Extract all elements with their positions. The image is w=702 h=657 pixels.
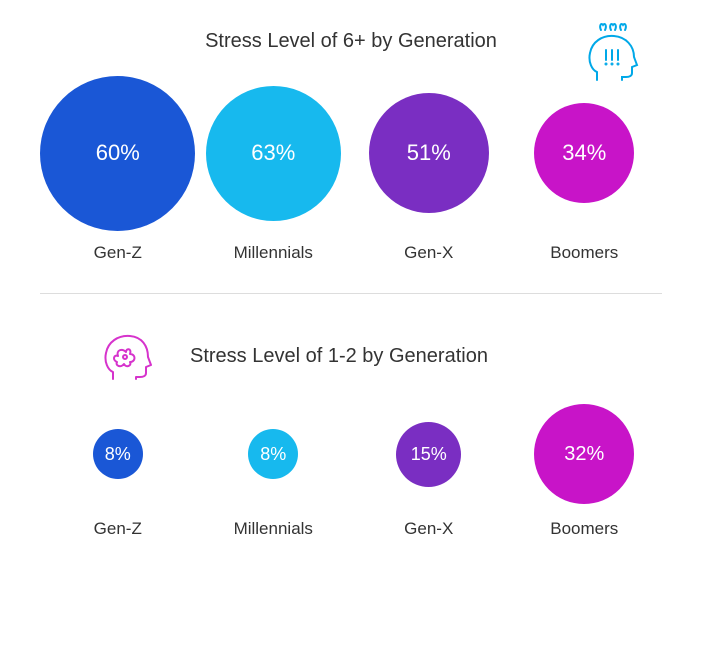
- section2-header: Stress Level of 1-2 by Generation: [40, 324, 662, 389]
- bubble-wrap: 63%: [206, 73, 341, 233]
- bubble-wrap: 34%: [534, 73, 634, 233]
- divider: [40, 293, 662, 294]
- bubble: 8%: [93, 429, 143, 479]
- section1-bubbles-row: 60% Gen-Z 63% Millennials 51% Gen-X 34% Boomers: [40, 73, 662, 263]
- bubble-label: Millennials: [234, 519, 313, 539]
- bubble-group: 60% Gen-Z: [43, 73, 193, 263]
- section2-title: Stress Level of 1-2 by Generation: [190, 345, 488, 368]
- calm-head-icon: [100, 324, 155, 389]
- bubble-label: Gen-Z: [94, 243, 142, 263]
- bubble-wrap: 32%: [534, 399, 634, 509]
- bubble-group: 15% Gen-X: [354, 399, 504, 539]
- bubble-group: 8% Gen-Z: [43, 399, 193, 539]
- bubble: 60%: [40, 76, 195, 231]
- bubble-wrap: 8%: [248, 399, 298, 509]
- bubble-group: 63% Millennials: [198, 73, 348, 263]
- bubble: 8%: [248, 429, 298, 479]
- bubble: 63%: [206, 86, 341, 221]
- bubble: 51%: [369, 93, 489, 213]
- bubble-label: Boomers: [550, 243, 618, 263]
- bubble-group: 34% Boomers: [509, 73, 659, 263]
- bubble: 32%: [534, 404, 634, 504]
- bubble-wrap: 15%: [396, 399, 461, 509]
- section1-title: Stress Level of 6+ by Generation: [205, 30, 497, 53]
- bubble-wrap: 8%: [93, 399, 143, 509]
- bubble: 15%: [396, 422, 461, 487]
- section2-bubbles-row: 8% Gen-Z 8% Millennials 15% Gen-X 32% Boomers: [40, 399, 662, 539]
- bubble: 34%: [534, 103, 634, 203]
- bubble-wrap: 51%: [369, 73, 489, 233]
- bubble-group: 32% Boomers: [509, 399, 659, 539]
- section-low-stress: Stress Level of 1-2 by Generation 8% Gen-…: [40, 324, 662, 539]
- bubble-label: Boomers: [550, 519, 618, 539]
- section1-header: Stress Level of 6+ by Generation: [40, 30, 662, 53]
- bubble-wrap: 60%: [40, 73, 195, 233]
- bubble-label: Gen-X: [404, 243, 453, 263]
- stress-head-icon: [582, 20, 642, 90]
- bubble-group: 51% Gen-X: [354, 73, 504, 263]
- bubble-label: Gen-X: [404, 519, 453, 539]
- bubble-label: Millennials: [234, 243, 313, 263]
- bubble-label: Gen-Z: [94, 519, 142, 539]
- bubble-group: 8% Millennials: [198, 399, 348, 539]
- section-high-stress: Stress Level of 6+ by Generation 60% Gen-…: [40, 30, 662, 263]
